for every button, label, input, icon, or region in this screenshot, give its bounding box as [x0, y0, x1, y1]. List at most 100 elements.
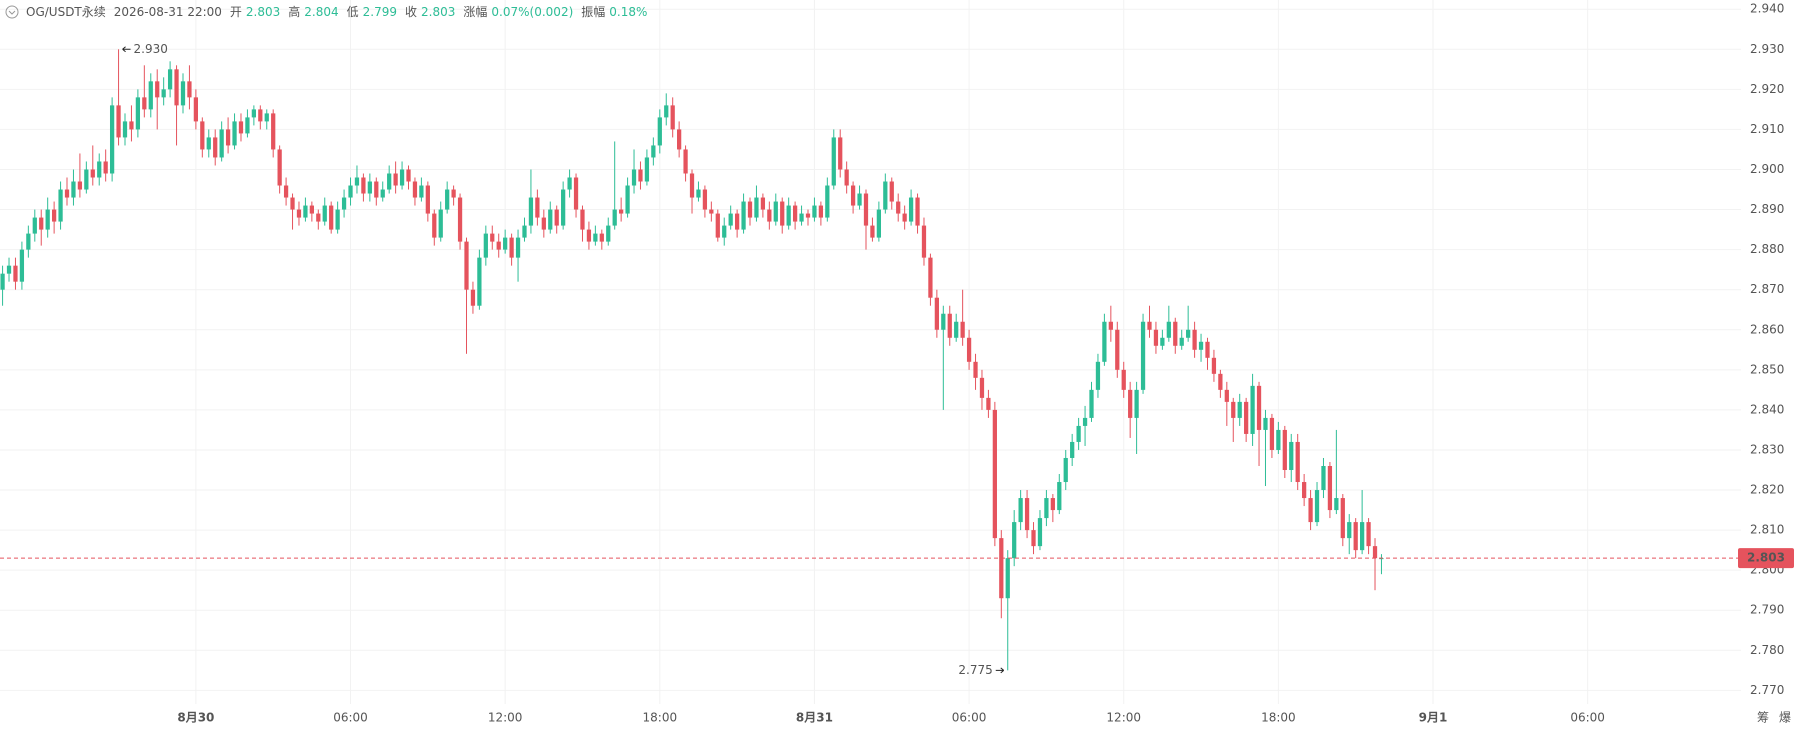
- candle-body: [503, 237, 508, 250]
- candle-body: [1076, 425, 1081, 442]
- candle-body: [1070, 441, 1075, 458]
- tool-button[interactable]: 筹: [1757, 711, 1769, 725]
- candle-body: [1134, 389, 1139, 418]
- candle-body: [1263, 417, 1268, 430]
- field-label: 收: [405, 5, 417, 19]
- field-label: 高: [288, 4, 300, 19]
- candle-body: [258, 109, 263, 122]
- y-tick-label: 2.880: [1750, 242, 1784, 256]
- candle-body: [1366, 522, 1371, 547]
- candle-body: [1192, 329, 1197, 350]
- candle-body: [0, 273, 5, 290]
- candle-body: [844, 169, 849, 186]
- x-tick-label: 18:00: [1261, 711, 1296, 725]
- candle-body: [142, 97, 147, 110]
- last-price-tag: [1738, 548, 1794, 569]
- candle-body: [1057, 482, 1062, 511]
- candle-body: [1018, 498, 1023, 523]
- candle-body: [741, 201, 746, 230]
- candle-body: [689, 173, 695, 198]
- candle-body: [97, 161, 102, 178]
- candle-body: [457, 197, 463, 242]
- candle-body: [1289, 441, 1294, 471]
- x-tick-label: 8月30: [177, 711, 214, 725]
- candle-body: [277, 149, 282, 186]
- candle-body: [232, 121, 237, 146]
- candle-body: [1282, 429, 1287, 471]
- candle-body: [1063, 457, 1068, 483]
- high-label: 2.930: [134, 42, 168, 56]
- candle-body: [225, 129, 231, 146]
- candle-body: [657, 117, 662, 146]
- candle-body: [548, 209, 553, 230]
- candle-body: [238, 121, 244, 134]
- candle-body: [960, 321, 965, 338]
- candle-body: [39, 217, 44, 230]
- candle-body: [1224, 389, 1229, 402]
- candle-body: [567, 177, 572, 190]
- candle-body: [902, 213, 907, 222]
- field-value: 2.804: [304, 5, 338, 19]
- candle-body: [116, 105, 121, 138]
- candle-body: [934, 297, 939, 330]
- candle-body: [786, 205, 791, 226]
- y-tick-label: 2.870: [1750, 282, 1784, 296]
- y-tick-label: 2.860: [1750, 322, 1784, 336]
- tool-button[interactable]: 爆: [1779, 711, 1791, 725]
- candle-body: [167, 69, 173, 90]
- candle-body: [541, 217, 546, 230]
- y-tick-label: 2.770: [1750, 683, 1784, 697]
- candle-body: [780, 201, 785, 226]
- candle-body: [477, 257, 482, 306]
- candle-body: [921, 225, 927, 258]
- candle-body: [896, 201, 901, 214]
- overlay: 2.930 2.775 2.803: [0, 42, 1794, 677]
- candle-body: [696, 189, 701, 198]
- candle-body: [908, 197, 914, 222]
- candle-body: [973, 361, 978, 378]
- candle-body: [122, 121, 128, 138]
- candle-body: [734, 213, 740, 230]
- candle-body: [1276, 429, 1281, 450]
- candle-body: [148, 81, 153, 110]
- candle-body: [264, 113, 269, 122]
- candles: [0, 49, 1384, 671]
- candle-body: [792, 205, 798, 222]
- candle-body: [1321, 465, 1326, 491]
- candle-body: [677, 129, 682, 150]
- candle-body: [348, 185, 353, 198]
- field-label: 开: [230, 5, 242, 19]
- candle-body: [612, 209, 617, 226]
- candle-body: [1140, 321, 1146, 390]
- collapse-icon[interactable]: [5, 5, 19, 19]
- candle-body: [1327, 465, 1333, 511]
- candle-body: [174, 69, 179, 106]
- candle-body: [799, 213, 804, 222]
- candle-body: [1372, 546, 1378, 559]
- candle-body: [889, 181, 894, 202]
- candle-body: [1128, 389, 1133, 418]
- candle-body: [451, 189, 456, 198]
- candle-body: [1108, 321, 1113, 330]
- candle-body: [702, 189, 708, 210]
- x-tick-label: 18:00: [643, 711, 678, 725]
- candle-body: [1211, 357, 1217, 374]
- candle-body: [631, 169, 637, 186]
- candle-body: [1295, 441, 1300, 483]
- candle-body: [812, 205, 817, 218]
- field-value: 2.803: [246, 5, 280, 19]
- x-tick-label: 9月1: [1419, 711, 1448, 725]
- candle-body: [1037, 518, 1043, 547]
- candle-body: [387, 173, 392, 190]
- candle-body: [58, 189, 63, 222]
- candle-body: [341, 197, 347, 210]
- tools: 筹爆: [1757, 711, 1791, 725]
- field-value: 0.18%: [609, 5, 647, 19]
- candle-body: [135, 97, 141, 130]
- candle-body: [1205, 341, 1210, 358]
- candle-body: [747, 201, 753, 218]
- y-tick-label: 2.830: [1750, 442, 1784, 456]
- field-label: 低: [347, 5, 359, 19]
- candle-body: [818, 205, 824, 218]
